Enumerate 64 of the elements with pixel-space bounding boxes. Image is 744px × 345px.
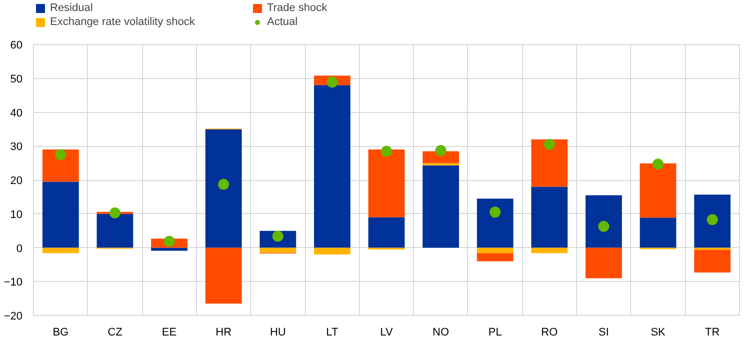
bar xyxy=(314,85,350,248)
x-tick-label: HU xyxy=(270,326,286,338)
x-tick-label: BG xyxy=(52,326,69,338)
bar xyxy=(205,129,242,248)
point xyxy=(218,178,230,190)
bar xyxy=(531,139,568,187)
bar xyxy=(586,248,622,278)
x-tick-label: HR xyxy=(216,326,232,338)
bar xyxy=(476,253,514,262)
point xyxy=(381,146,392,157)
bar xyxy=(368,150,405,218)
point xyxy=(544,138,555,150)
x-tick-label: LV xyxy=(380,326,394,338)
point xyxy=(326,76,338,88)
x-tick-label: TR xyxy=(705,326,720,338)
point xyxy=(490,206,501,218)
bar xyxy=(205,248,242,304)
y-tick-label: 20 xyxy=(10,175,23,187)
point xyxy=(435,145,446,156)
y-tick-label: −10 xyxy=(4,276,23,289)
y-tick-label: 0 xyxy=(16,242,23,255)
y-tick-label: −20 xyxy=(4,310,23,322)
bar xyxy=(422,165,459,248)
bar xyxy=(368,217,405,248)
bar xyxy=(42,182,79,248)
bar xyxy=(151,248,188,251)
x-tick-label: RO xyxy=(541,326,558,338)
x-tick-label: NO xyxy=(432,326,450,338)
x-tick-label: PL xyxy=(488,326,502,338)
point xyxy=(598,220,610,232)
bar xyxy=(476,248,514,254)
bar xyxy=(96,214,134,248)
bar xyxy=(314,248,350,255)
x-tick-label: EE xyxy=(162,326,177,338)
y-tick-label: 10 xyxy=(10,208,23,221)
point xyxy=(55,149,66,160)
legend-label: Actual xyxy=(267,16,299,28)
y-tick-label: 60 xyxy=(10,40,23,52)
point xyxy=(652,158,664,170)
x-tick-label: SK xyxy=(650,326,666,338)
x-tick-label: SI xyxy=(598,326,609,338)
bar xyxy=(694,194,731,248)
bar xyxy=(476,198,514,248)
bar xyxy=(422,151,459,164)
bar xyxy=(640,218,676,248)
x-tick-label: LT xyxy=(326,326,338,338)
legend-label: Trade shock xyxy=(267,2,328,14)
point xyxy=(706,214,718,226)
legend-label: Exchange rate volatility shock xyxy=(50,16,196,28)
bar xyxy=(640,163,676,218)
y-tick-label: 30 xyxy=(10,141,23,154)
point xyxy=(109,207,120,218)
y-tick-label: 50 xyxy=(10,73,23,86)
bar xyxy=(531,248,568,254)
legend-label: Residual xyxy=(50,2,94,14)
bar xyxy=(42,248,79,254)
x-tick-label: CZ xyxy=(108,326,123,338)
bar xyxy=(694,250,731,272)
y-tick-label: 40 xyxy=(10,107,23,120)
point xyxy=(164,236,175,247)
bar xyxy=(42,150,79,182)
bar xyxy=(260,248,296,253)
bar xyxy=(531,186,568,248)
bar xyxy=(586,195,622,248)
